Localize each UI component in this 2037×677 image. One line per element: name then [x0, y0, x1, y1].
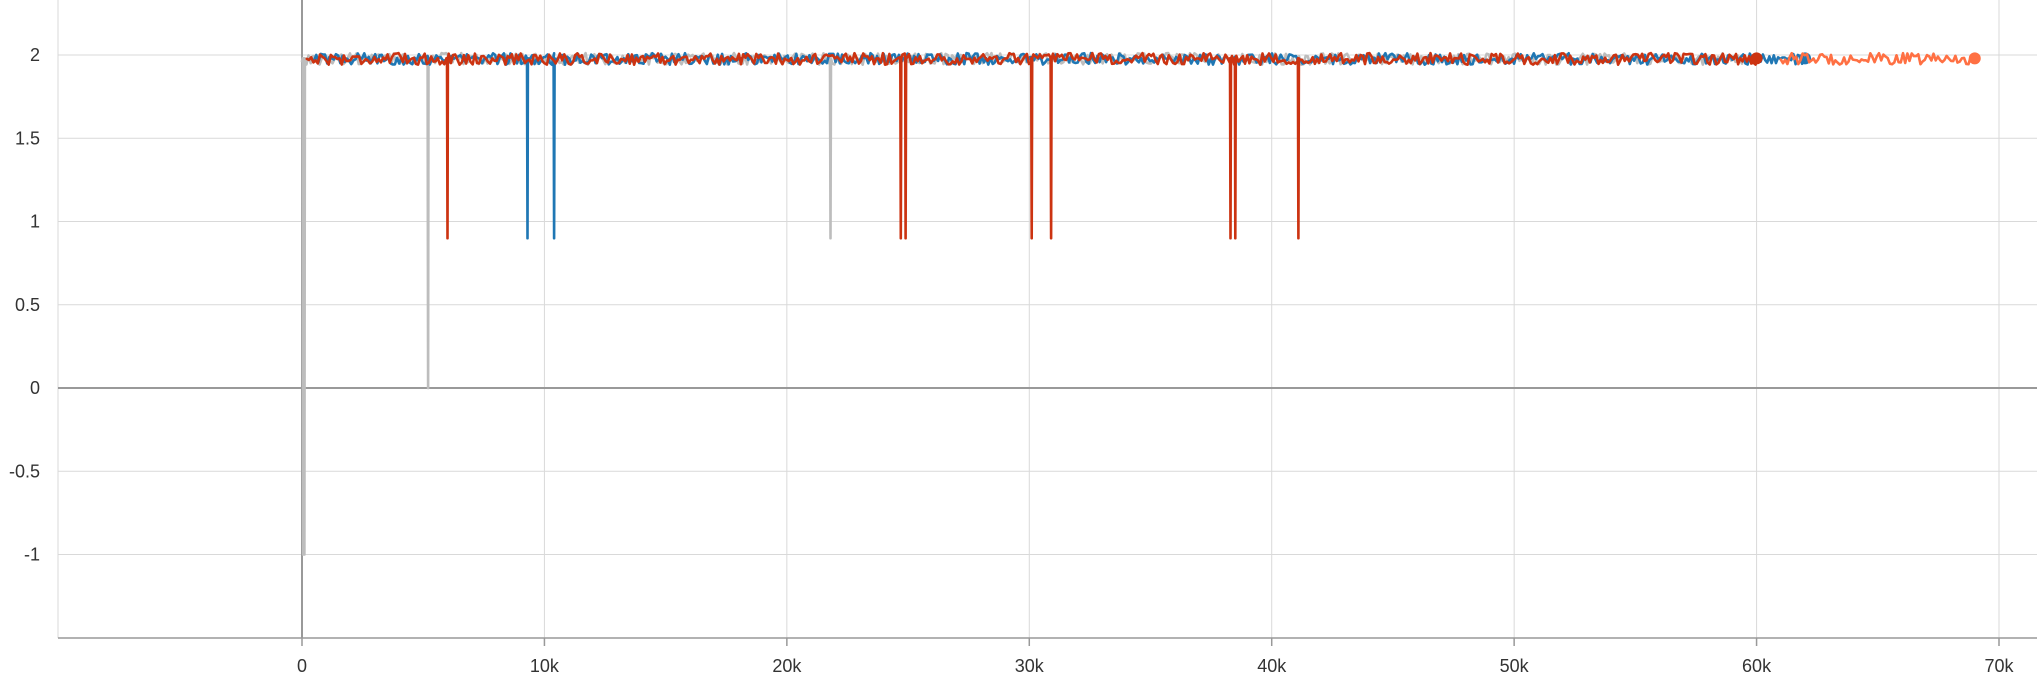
x-tick-label: 20k	[772, 656, 802, 676]
y-tick-label: 0	[30, 378, 40, 398]
series-line-1	[312, 51, 1806, 240]
x-tick-label: 10k	[530, 656, 560, 676]
x-tick-label: 60k	[1742, 656, 1772, 676]
tick-labels: 0 10k 20k 30k 40k 50k 60k 70k -1 -0.5 0 0.5 1 1.5 2	[9, 45, 2015, 676]
x-tick-label: 40k	[1257, 656, 1287, 676]
y-tick-label: 0.5	[15, 295, 40, 315]
x-tick-label: 70k	[1984, 656, 2014, 676]
series-end-marker-2	[1968, 52, 1981, 65]
y-tick-label: -1	[24, 545, 40, 565]
y-tick-label: 2	[30, 45, 40, 65]
x-tick-label: 50k	[1500, 656, 1530, 676]
y-tick-label: 1	[30, 212, 40, 232]
x-tick-label: 30k	[1015, 656, 1045, 676]
series	[300, 51, 1981, 556]
series-line-3	[305, 51, 1757, 240]
series-line-2	[1779, 51, 1975, 66]
series-line-0	[300, 51, 1757, 556]
series-end-marker-3	[1750, 52, 1763, 65]
y-tick-label: -0.5	[9, 461, 40, 481]
y-tick-label: 1.5	[15, 128, 40, 148]
grid	[57, 0, 2037, 638]
axes	[58, 0, 2037, 646]
x-tick-label: 0	[297, 656, 307, 676]
